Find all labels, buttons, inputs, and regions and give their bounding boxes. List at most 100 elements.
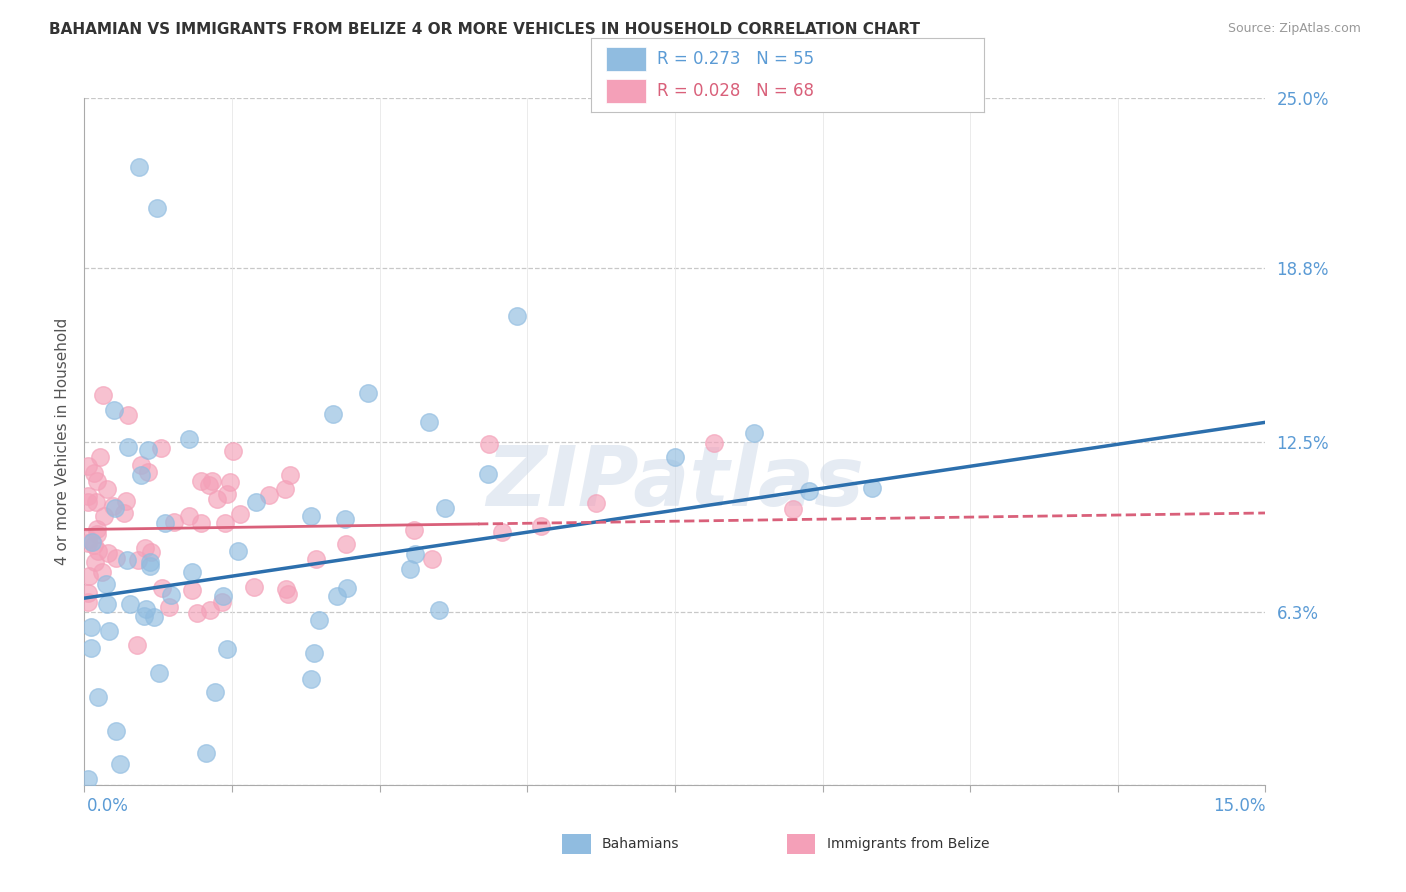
Point <box>477 467 499 481</box>
Point <box>77 595 100 609</box>
Point <box>86 544 108 558</box>
Point <box>214 516 236 531</box>
Point <box>129 467 152 482</box>
Point <box>226 544 249 558</box>
Point <box>98 624 121 639</box>
Point <box>217 642 239 657</box>
Point <box>80 620 103 634</box>
Point <box>427 603 450 617</box>
Point <box>305 552 328 566</box>
Point <box>219 475 242 489</box>
Point <box>86 522 108 536</box>
Point <box>139 556 162 570</box>
Point <box>398 561 420 575</box>
Point <box>277 587 299 601</box>
Point <box>221 443 243 458</box>
Point <box>703 436 725 450</box>
Point <box>797 484 820 499</box>
Point <box>117 553 139 567</box>
Point <box>664 450 686 465</box>
Point <box>420 551 443 566</box>
Point <box>104 500 127 515</box>
Point <box>860 481 883 495</box>
Point <box>149 441 172 455</box>
Point <box>530 519 553 533</box>
Point <box>782 501 804 516</box>
Text: BAHAMIAN VS IMMIGRANTS FROM BELIZE 4 OR MORE VEHICLES IN HOUSEHOLD CORRELATION C: BAHAMIAN VS IMMIGRANTS FROM BELIZE 4 OR … <box>49 22 920 37</box>
Point <box>80 535 103 549</box>
Point <box>148 665 170 680</box>
Point <box>103 403 125 417</box>
Point <box>125 638 148 652</box>
Point <box>335 537 357 551</box>
Point <box>83 538 105 552</box>
Point <box>742 426 765 441</box>
Point <box>229 507 252 521</box>
Point <box>160 588 183 602</box>
Point <box>333 512 356 526</box>
Text: Source: ZipAtlas.com: Source: ZipAtlas.com <box>1227 22 1361 36</box>
Point <box>205 492 228 507</box>
Point <box>84 495 107 509</box>
Point <box>153 516 176 531</box>
Point <box>243 580 266 594</box>
Point <box>136 465 159 479</box>
Point <box>128 160 150 174</box>
Point <box>83 467 105 481</box>
Point <box>146 201 169 215</box>
Point <box>418 415 440 429</box>
Point <box>194 747 217 761</box>
Point <box>585 496 607 510</box>
Point <box>101 499 124 513</box>
Point <box>97 546 120 560</box>
Point <box>274 582 297 596</box>
Point <box>204 685 226 699</box>
Point <box>150 581 173 595</box>
Point <box>96 597 118 611</box>
Point <box>83 555 105 569</box>
Text: R = 0.028   N = 68: R = 0.028 N = 68 <box>658 82 814 100</box>
Point <box>301 509 323 524</box>
Point <box>117 440 139 454</box>
Point <box>211 589 233 603</box>
Point <box>139 544 162 558</box>
Point <box>336 581 359 595</box>
Point <box>91 388 114 402</box>
Point <box>177 509 200 524</box>
Point <box>80 640 103 655</box>
Text: Immigrants from Belize: Immigrants from Belize <box>827 837 990 851</box>
Point <box>91 566 114 580</box>
Point <box>105 724 128 739</box>
Point <box>211 595 233 609</box>
Point <box>491 525 513 540</box>
Point <box>215 487 238 501</box>
Point <box>118 597 141 611</box>
Point <box>86 526 108 541</box>
Point <box>181 583 204 598</box>
Point <box>404 547 426 561</box>
Point <box>180 566 202 580</box>
Point <box>506 310 529 324</box>
Point <box>135 602 157 616</box>
Point <box>136 443 159 458</box>
Point <box>278 467 301 482</box>
Point <box>190 474 212 488</box>
Point <box>77 536 100 550</box>
Point <box>114 494 136 508</box>
Point <box>77 772 100 787</box>
Point <box>139 558 162 573</box>
Point <box>433 500 456 515</box>
Text: 0.0%: 0.0% <box>87 797 129 814</box>
Bar <box>606 47 645 70</box>
Text: 15.0%: 15.0% <box>1213 797 1265 814</box>
Text: R = 0.273   N = 55: R = 0.273 N = 55 <box>658 50 814 68</box>
Point <box>186 607 208 621</box>
Point <box>190 516 212 530</box>
Point <box>478 437 501 451</box>
Point <box>94 577 117 591</box>
Point <box>108 756 131 771</box>
Point <box>201 474 224 488</box>
Point <box>77 532 100 546</box>
Point <box>326 589 349 603</box>
Point <box>77 495 100 509</box>
